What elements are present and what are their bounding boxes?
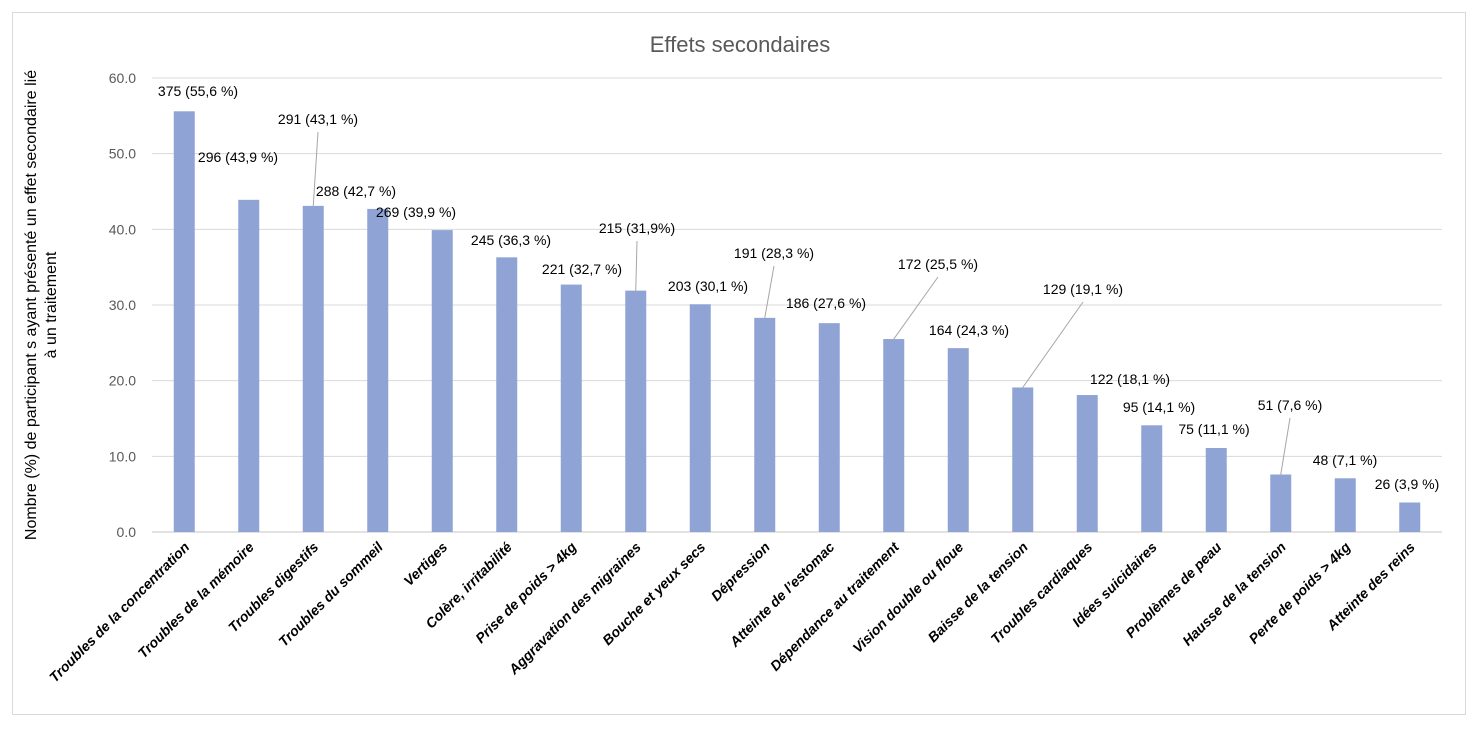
data-label: 375 (55,6 %) bbox=[158, 83, 238, 99]
bar bbox=[818, 323, 840, 532]
bar bbox=[1334, 478, 1356, 532]
x-tick-label: Vision double ou floue bbox=[849, 539, 966, 656]
data-label: 51 (7,6 %) bbox=[1258, 397, 1323, 413]
data-label: 269 (39,9 %) bbox=[376, 204, 456, 220]
x-tick-label: Troubles de la concentration bbox=[46, 539, 192, 685]
data-label: 215 (31,9%) bbox=[599, 220, 675, 236]
x-tick-label: Aggravation des migraines bbox=[505, 539, 644, 678]
leader-line bbox=[635, 240, 638, 291]
x-tick-label: Vertiges bbox=[400, 539, 450, 589]
bar bbox=[1399, 502, 1421, 532]
data-label: 245 (36,3 %) bbox=[471, 232, 551, 248]
data-label: 291 (43,1 %) bbox=[278, 111, 358, 127]
leader-line bbox=[312, 131, 319, 206]
data-label: 191 (28,3 %) bbox=[734, 245, 814, 261]
leader-line bbox=[1022, 301, 1084, 388]
x-tick-label: Troubles de la mémoire bbox=[135, 539, 257, 661]
bar bbox=[1076, 395, 1098, 532]
y-axis-label-line1: Nombre (%) de participant s ayant présen… bbox=[23, 70, 40, 540]
bar bbox=[1012, 387, 1034, 532]
bar bbox=[173, 111, 195, 532]
x-tick-label: Dépression bbox=[708, 539, 773, 604]
leader-line bbox=[764, 265, 775, 318]
x-tick-label: Dépendance au traitement bbox=[767, 538, 903, 674]
data-label: 186 (27,6 %) bbox=[786, 295, 866, 311]
bar bbox=[947, 348, 969, 532]
y-axis-label-line2: à un traitement bbox=[43, 251, 60, 358]
chart-title: Effets secondaires bbox=[650, 32, 831, 57]
data-label: 48 (7,1 %) bbox=[1313, 452, 1378, 468]
bar bbox=[367, 208, 389, 533]
bar bbox=[238, 199, 260, 532]
bar bbox=[560, 284, 582, 532]
data-label: 203 (30,1 %) bbox=[668, 278, 748, 294]
y-tick-label: 60.0 bbox=[109, 70, 136, 86]
bar bbox=[754, 317, 776, 532]
x-tick-label: Atteinte de l’estomac bbox=[726, 539, 838, 651]
data-label: 129 (19,1 %) bbox=[1043, 281, 1123, 297]
x-tick-label: Troubles du sommeil bbox=[275, 538, 386, 649]
leader-line bbox=[1280, 417, 1291, 475]
y-tick-label: 0.0 bbox=[117, 524, 137, 540]
data-label: 164 (24,3 %) bbox=[929, 322, 1009, 338]
data-label: 26 (3,9 %) bbox=[1375, 476, 1440, 492]
y-tick-label: 10.0 bbox=[109, 448, 136, 464]
bar bbox=[883, 339, 905, 532]
chart-frame bbox=[12, 12, 1466, 715]
data-label: 75 (11,1 %) bbox=[1178, 421, 1249, 437]
y-tick-label: 40.0 bbox=[109, 221, 136, 237]
bar bbox=[302, 205, 324, 533]
bar bbox=[1270, 474, 1292, 532]
data-label: 288 (42,7 %) bbox=[316, 183, 396, 199]
bar bbox=[689, 304, 711, 532]
y-tick-label: 30.0 bbox=[109, 297, 136, 313]
y-tick-label: 50.0 bbox=[109, 146, 136, 162]
data-label: 296 (43,9 %) bbox=[198, 149, 278, 165]
data-label: 172 (25,5 %) bbox=[898, 256, 978, 272]
data-label: 122 (18,1 %) bbox=[1090, 371, 1170, 387]
data-label: 95 (14,1 %) bbox=[1123, 399, 1195, 415]
leader-line bbox=[893, 276, 939, 340]
y-tick-label: 20.0 bbox=[109, 373, 136, 389]
bar bbox=[625, 290, 647, 532]
bar bbox=[431, 230, 453, 532]
data-label: 221 (32,7 %) bbox=[542, 261, 622, 277]
bar bbox=[496, 257, 518, 532]
bar bbox=[1141, 425, 1163, 532]
bar bbox=[1205, 448, 1227, 532]
